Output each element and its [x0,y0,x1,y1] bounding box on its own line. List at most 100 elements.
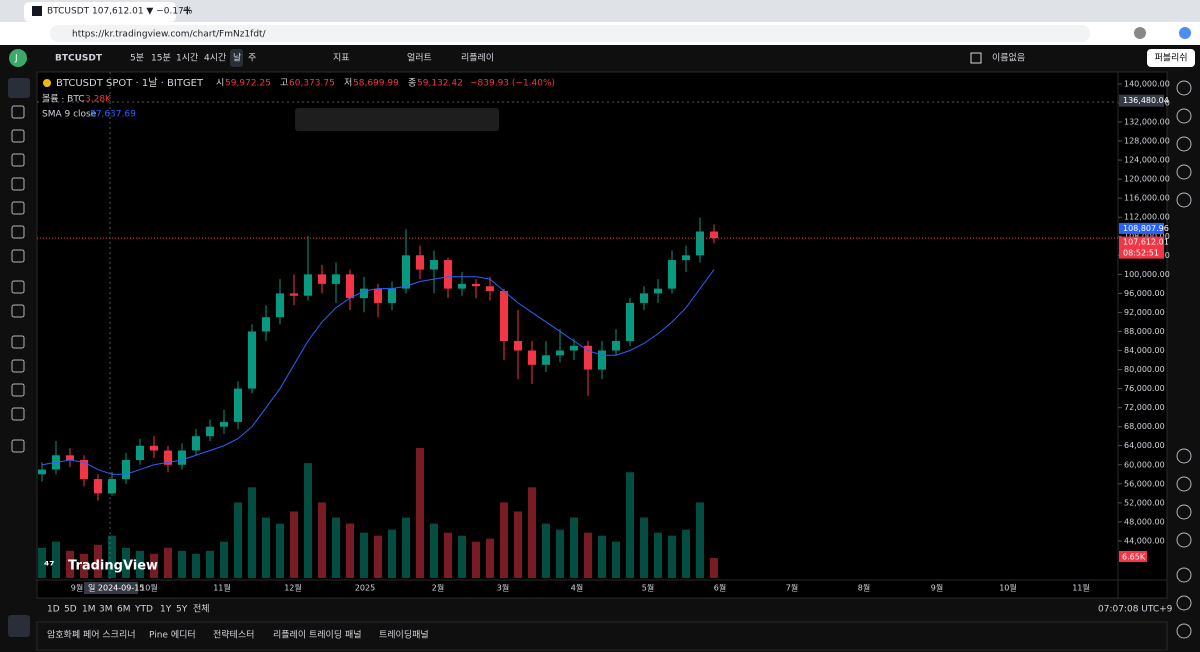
tool-icon[interactable] [11,359,25,373]
x-tick-label: 5월 [642,583,654,593]
profile[interactable] [1134,27,1146,39]
interval[interactable]: 15분 [151,53,171,64]
symbol[interactable]: BTCUSDT [55,54,103,64]
side-icon[interactable] [1176,532,1192,548]
address-bar[interactable] [50,25,1090,42]
x-tick-label: 9월 [71,583,83,593]
volume-bar [136,550,144,578]
interval[interactable]: 날 [233,53,241,64]
tool-icon[interactable] [11,407,25,421]
copilot[interactable] [1179,27,1191,39]
ohlc-value: 59,132.42 [417,79,463,89]
replay[interactable]: 리플레이 [461,53,494,64]
alert[interactable]: 얼러트 [407,53,432,64]
candle-body [472,283,480,287]
sma-name: SMA 9 close [42,110,97,120]
side-icon[interactable] [1176,108,1192,124]
interval[interactable]: 1시간 [176,53,198,64]
tool-icon[interactable] [11,177,25,191]
interval[interactable]: 5분 [130,53,144,64]
tab[interactable] [24,2,176,22]
crosshair-tool[interactable] [8,78,30,98]
volume-bar [528,487,536,578]
range-button[interactable]: 3M [99,605,113,615]
side-icon[interactable] [1176,136,1192,152]
candle-body [360,288,368,299]
interval[interactable]: 4시간 [204,53,226,64]
panel-tab[interactable]: 전략테스터 [213,629,254,641]
volume-bar [710,557,718,578]
indicators[interactable]: 지표 [333,53,350,64]
volume-bar [94,544,102,578]
panel-tab[interactable]: Pine 에디터 [149,630,196,641]
volume-bar [500,502,508,578]
publish-button[interactable] [1147,49,1195,67]
volume-bar [430,523,438,578]
candle-body [262,317,270,332]
range-button[interactable]: 1M [82,605,96,615]
side-icon[interactable] [1176,476,1192,492]
panel-tab[interactable]: 리플레이 트레이딩 패널 [273,630,362,641]
logo: TradingView [68,559,158,574]
side-icon[interactable] [1176,448,1192,464]
candle-body [654,288,662,294]
range-button[interactable]: 6M [117,605,131,615]
candle-body [486,286,494,292]
range-button[interactable]: 1D [47,605,60,615]
tool-icon[interactable] [11,225,25,239]
range-button[interactable]: 전체 [193,604,210,615]
tool-icon[interactable] [11,304,25,318]
side-icon[interactable] [1176,80,1192,96]
tool-icon[interactable] [11,105,25,119]
chart-pane[interactable] [36,71,1168,599]
side-icon[interactable] [1176,595,1192,611]
volume-bar [388,529,396,578]
volume-bar [444,532,452,578]
volume-bar [122,547,130,578]
candle-body [640,293,648,303]
side-icon[interactable] [1176,192,1192,208]
checkbox[interactable] [970,52,982,64]
y-tick-label: 112,000.00 [1124,213,1170,222]
tool-icon[interactable] [11,129,25,143]
candle-body [626,302,634,341]
volume-bar [598,535,606,578]
y-tick-label: 88,000.00 [1124,327,1165,336]
crosshair-price: 136,480.04 [1123,96,1169,105]
side-icon[interactable] [1176,567,1192,583]
panel-bar [36,621,1168,651]
avatar-letter: J [14,54,18,64]
tool-icon[interactable] [11,201,25,215]
layout-name[interactable]: 이름없음 [992,53,1025,64]
candle-body [444,260,452,289]
tool-icon[interactable] [11,280,25,294]
candle-body [248,331,256,389]
side-icon[interactable] [1176,623,1192,639]
new-tab[interactable]: + [182,4,193,19]
x-tick-label: 3월 [497,583,509,593]
volume-bar [416,448,424,578]
crosshair-price-bg [1119,94,1164,107]
side-icon[interactable] [1176,504,1192,520]
interval[interactable]: 주 [248,53,256,64]
range-button[interactable]: 5Y [176,605,188,615]
logo-mark: ⁴⁷ [44,559,55,573]
side-icon[interactable] [1176,164,1192,180]
range-button[interactable]: YTD [134,605,153,615]
avatar[interactable] [9,49,27,67]
watch-tool[interactable] [8,615,30,637]
sma-line [41,269,715,475]
range-button[interactable]: 1Y [160,605,172,615]
tool-icon[interactable] [11,249,25,263]
favicon [32,6,42,16]
tool-icon[interactable] [11,335,25,349]
ohlc-value: 58,699.99 [353,79,399,89]
tool-icon[interactable] [11,439,25,453]
panel-tab[interactable]: 트레이딩패널 [379,630,429,641]
panel-tab[interactable]: 암호화폐 페어 스크리너 [47,629,136,641]
tool-icon[interactable] [11,153,25,167]
tab-strip [0,0,1200,22]
range-button[interactable]: 5D [64,605,77,615]
tool-icon[interactable] [11,383,25,397]
countdown: 08:52:51 [1123,249,1159,258]
